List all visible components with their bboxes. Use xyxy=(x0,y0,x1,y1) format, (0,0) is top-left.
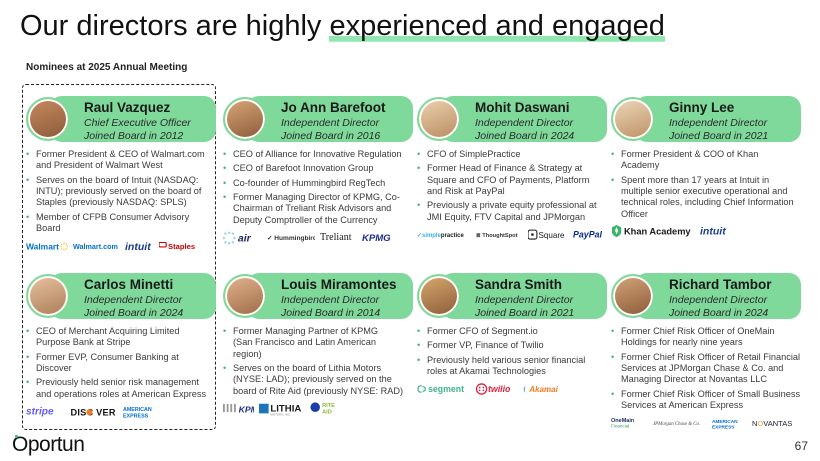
svg-text:✓ Hummingbird: ✓ Hummingbird xyxy=(267,236,316,243)
svg-text:AMERICAN: AMERICAN xyxy=(123,407,152,413)
svg-text:air: air xyxy=(238,232,252,244)
svg-text:KPMG: KPMG xyxy=(362,233,391,243)
svg-text:EXPRESS: EXPRESS xyxy=(712,424,734,430)
svg-text:Square: Square xyxy=(538,231,565,240)
svg-text:stripe: stripe xyxy=(26,407,54,418)
svg-text:Treliant: Treliant xyxy=(320,233,352,244)
svg-text:Khan Academy: Khan Academy xyxy=(624,227,691,237)
svg-text:Staples: Staples xyxy=(168,242,195,251)
svg-text:EXPRESS: EXPRESS xyxy=(123,413,149,419)
svg-text:AID: AID xyxy=(322,410,332,416)
svg-text:JPMorgan Chase & Co.: JPMorgan Chase & Co. xyxy=(653,422,700,427)
svg-text:RITE: RITE xyxy=(322,404,335,410)
svg-text:Financial: Financial xyxy=(611,424,629,429)
svg-text:≣ ThoughtSpot: ≣ ThoughtSpot xyxy=(476,230,518,239)
svg-text:DISC VER: DISC VER xyxy=(71,407,116,417)
svg-text:NOVANTAS: NOVANTAS xyxy=(752,419,792,428)
svg-text:Walmart: Walmart xyxy=(26,241,59,251)
svg-text:KPMG: KPMG xyxy=(239,405,255,414)
svg-text:intuit: intuit xyxy=(700,226,726,237)
svg-text:Walmart.com: Walmart.com xyxy=(73,242,118,251)
svg-text:✓simplepractice: ✓simplepractice xyxy=(417,233,464,239)
svg-text:twilio: twilio xyxy=(488,384,511,394)
svg-text:intuit: intuit xyxy=(125,241,151,252)
svg-text:AMERICAN: AMERICAN xyxy=(712,419,738,425)
svg-text:Akamai: Akamai xyxy=(528,385,558,394)
svg-text:PayPal: PayPal xyxy=(573,230,603,240)
svg-text:MOTORS, INC.: MOTORS, INC. xyxy=(271,412,292,415)
svg-text:segment: segment xyxy=(428,384,464,394)
